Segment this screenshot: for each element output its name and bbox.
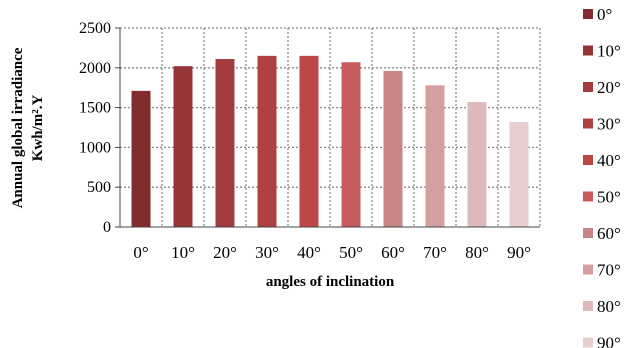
x-tick-label: 50° bbox=[339, 243, 363, 262]
bar-8 bbox=[467, 102, 487, 227]
legend: 0° 10° 20° 30° 40° 50° 60° 70° 80° 90° bbox=[583, 5, 621, 348]
legend-label: 80° bbox=[597, 297, 621, 316]
y-axis-title-line1: Annual global irradiance bbox=[10, 47, 26, 208]
x-tick-label: 80° bbox=[465, 243, 489, 262]
bar-5 bbox=[341, 62, 361, 228]
y-tick-label: 2000 bbox=[79, 60, 111, 77]
legend-label: 70° bbox=[597, 261, 621, 280]
bar-0 bbox=[131, 90, 151, 227]
bar-3 bbox=[257, 55, 277, 227]
legend-label: 0° bbox=[597, 5, 612, 24]
legend-swatch bbox=[583, 45, 593, 56]
legend-label: 50° bbox=[597, 188, 621, 207]
legend-swatch bbox=[583, 337, 593, 348]
x-axis-title: angles of inclination bbox=[266, 274, 395, 290]
legend-swatch bbox=[583, 118, 593, 129]
x-axis-ticks: 0° 10° 20° 30° 40° 50° 60° 70° 80° 90° bbox=[133, 243, 531, 262]
legend-label: 30° bbox=[597, 115, 621, 134]
legend-swatch bbox=[583, 191, 593, 202]
x-tick-label: 0° bbox=[133, 243, 148, 262]
legend-swatch bbox=[583, 301, 593, 311]
bar-6 bbox=[383, 70, 403, 227]
x-tick-label: 90° bbox=[507, 243, 531, 262]
bar-2 bbox=[215, 59, 235, 227]
legend-label: 20° bbox=[597, 78, 621, 97]
x-tick-label: 30° bbox=[255, 243, 279, 262]
bar-9 bbox=[509, 121, 529, 227]
bars bbox=[131, 55, 529, 228]
bar-7 bbox=[425, 85, 445, 227]
legend-label: 60° bbox=[597, 224, 621, 243]
bar-1 bbox=[173, 66, 193, 227]
x-tick-label: 40° bbox=[297, 243, 321, 262]
y-axis-title-line2: Kwh/m².Y bbox=[30, 95, 46, 162]
x-tick-label: 10° bbox=[171, 243, 195, 262]
legend-swatch bbox=[583, 228, 593, 238]
y-tick-label: 0 bbox=[103, 219, 111, 236]
legend-swatch bbox=[583, 264, 593, 275]
y-tick-label: 1000 bbox=[79, 139, 111, 156]
legend-swatch bbox=[583, 9, 593, 19]
x-tick-label: 70° bbox=[423, 243, 447, 262]
legend-swatch bbox=[583, 155, 593, 165]
x-tick-label: 60° bbox=[381, 243, 405, 262]
legend-swatch bbox=[583, 82, 593, 92]
y-axis-ticks: 0 500 1000 1500 2000 2500 bbox=[79, 20, 120, 236]
legend-label: 90° bbox=[597, 334, 621, 348]
y-tick-label: 2500 bbox=[79, 20, 111, 37]
y-tick-label: 1500 bbox=[79, 100, 111, 117]
legend-label: 40° bbox=[597, 151, 621, 170]
y-tick-label: 500 bbox=[87, 179, 111, 196]
legend-label: 10° bbox=[597, 42, 621, 61]
bar-4 bbox=[299, 55, 319, 227]
x-tick-label: 20° bbox=[213, 243, 237, 262]
